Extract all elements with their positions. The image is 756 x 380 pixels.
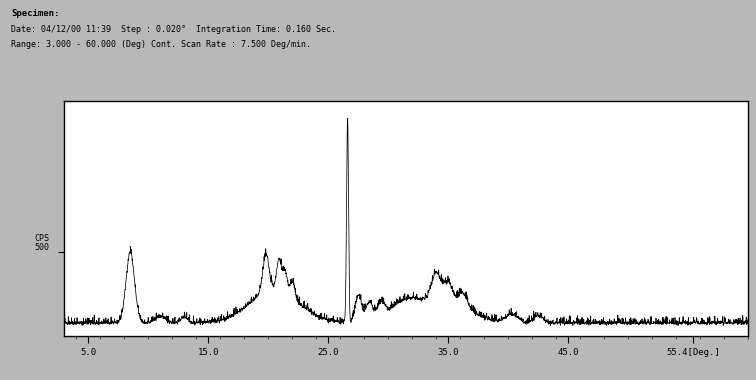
Text: Date: 04/12/00 11:39  Step : 0.020°  Integration Time: 0.160 Sec.: Date: 04/12/00 11:39 Step : 0.020° Integ… (11, 25, 336, 34)
Text: Range: 3.000 - 60.000 (Deg) Cont. Scan Rate : 7.500 Deg/min.: Range: 3.000 - 60.000 (Deg) Cont. Scan R… (11, 40, 311, 49)
Text: CPS: CPS (34, 234, 49, 243)
Text: 500: 500 (34, 243, 49, 252)
Text: Specimen:: Specimen: (11, 10, 60, 19)
